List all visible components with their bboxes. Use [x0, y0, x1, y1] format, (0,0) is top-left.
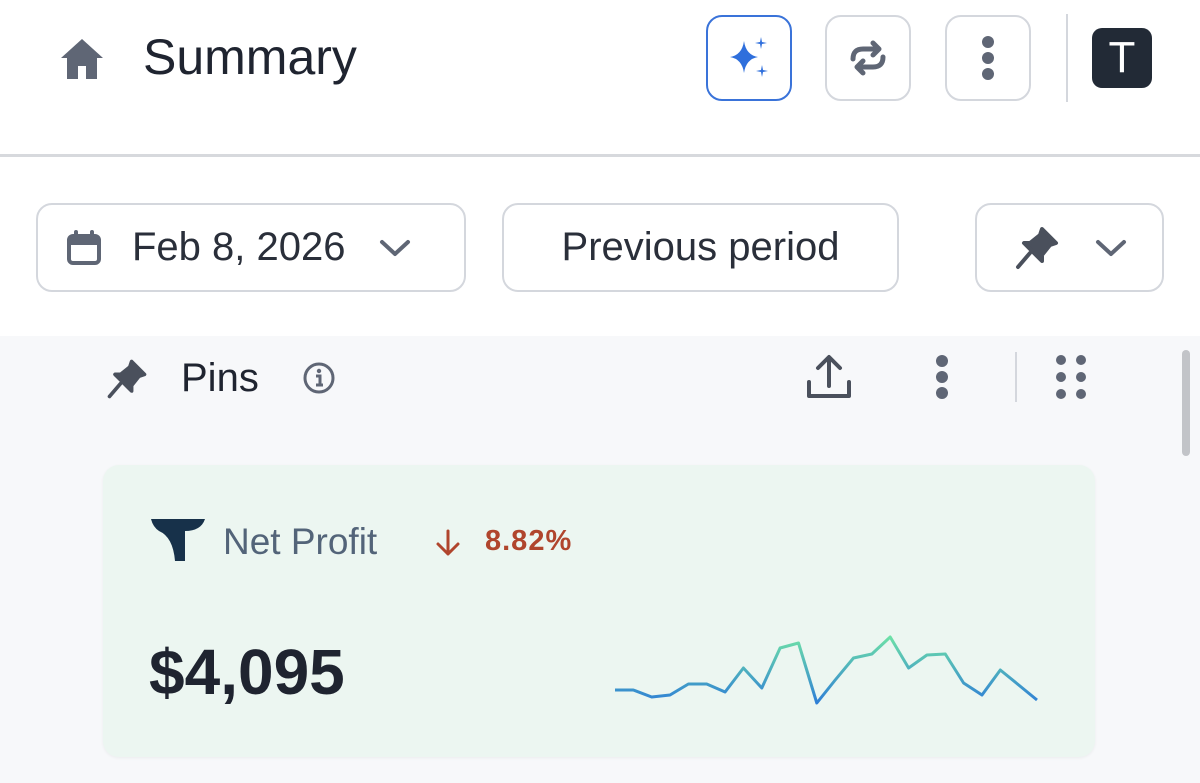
metric-card[interactable]: Net Profit 8.82% $4,095	[103, 465, 1095, 757]
date-picker[interactable]: Feb 8, 2026	[36, 203, 466, 292]
calendar-icon	[67, 229, 101, 265]
home-icon[interactable]	[58, 36, 106, 82]
pin-menu[interactable]	[975, 203, 1164, 292]
ai-button[interactable]	[706, 15, 792, 101]
page-title: Summary	[143, 29, 357, 85]
metric-value: $4,095	[149, 636, 345, 708]
metric-title: Net Profit	[223, 521, 378, 562]
scrollbar[interactable]	[1182, 350, 1190, 456]
share-icon[interactable]	[804, 352, 854, 402]
divider	[1066, 14, 1068, 102]
info-icon[interactable]	[302, 361, 336, 395]
chevron-icon	[379, 239, 410, 256]
refresh-icon	[850, 40, 886, 76]
more-icon[interactable]	[932, 352, 952, 402]
avatar[interactable]: T	[1092, 28, 1152, 88]
chevron-icon	[1095, 239, 1126, 256]
refresh-button[interactable]	[825, 15, 911, 101]
section-title: Pins	[181, 356, 259, 400]
divider	[1015, 352, 1017, 402]
more-icon	[982, 36, 994, 80]
pin-icon	[1015, 226, 1058, 269]
header-border	[0, 154, 1200, 157]
drag-handle[interactable]	[1054, 352, 1088, 402]
pin-icon	[107, 359, 147, 399]
sparkle-icon	[730, 37, 768, 77]
date-label: Feb 8, 2026	[132, 225, 346, 269]
sparkline	[615, 635, 1038, 705]
down-arrow-icon	[436, 529, 460, 556]
more-button[interactable]	[945, 15, 1031, 101]
metric-change: 8.82%	[485, 525, 573, 557]
compare-button[interactable]: Previous period	[502, 203, 899, 292]
brand-logo	[151, 519, 205, 561]
sparkline-line	[615, 635, 1038, 705]
